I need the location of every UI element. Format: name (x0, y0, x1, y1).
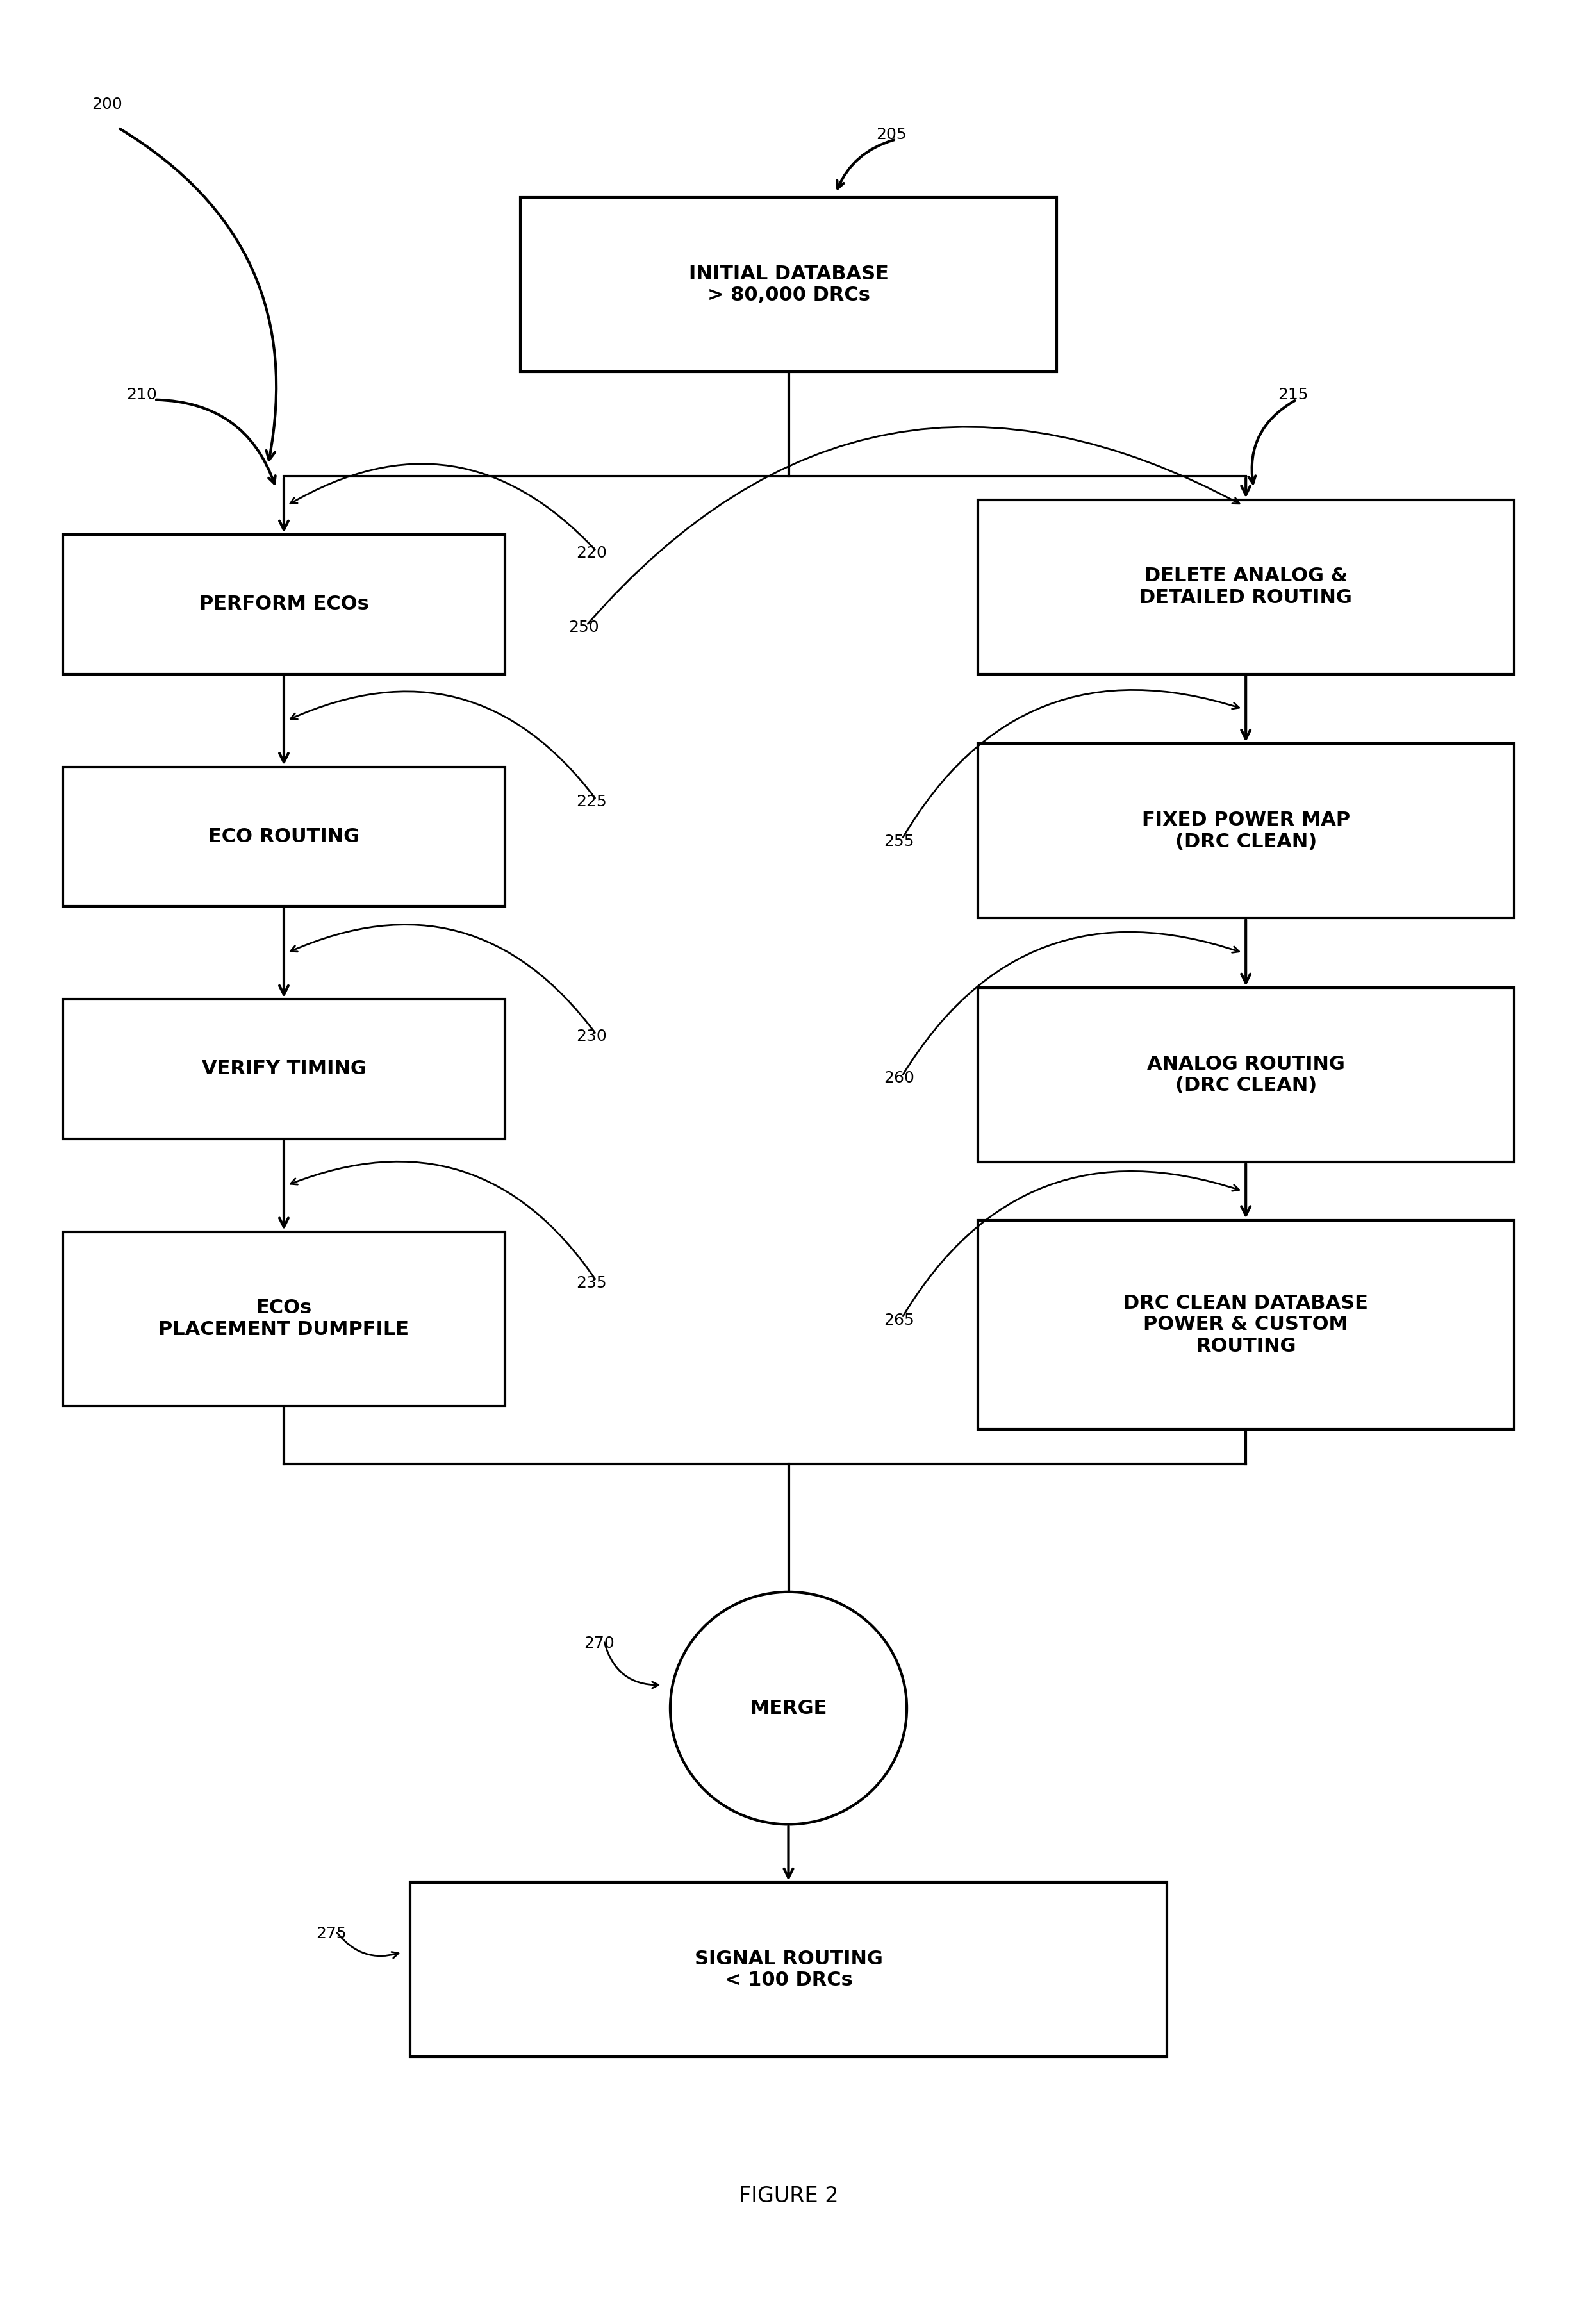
FancyBboxPatch shape (63, 999, 505, 1139)
Text: 250: 250 (568, 621, 599, 634)
Text: 210: 210 (126, 388, 158, 402)
Text: DELETE ANALOG &
DETAILED ROUTING: DELETE ANALOG & DETAILED ROUTING (1140, 567, 1351, 607)
FancyBboxPatch shape (978, 1220, 1514, 1429)
FancyBboxPatch shape (63, 535, 505, 674)
Ellipse shape (670, 1592, 907, 1824)
FancyBboxPatch shape (978, 988, 1514, 1162)
Text: DRC CLEAN DATABASE
POWER & CUSTOM
ROUTING: DRC CLEAN DATABASE POWER & CUSTOM ROUTIN… (1123, 1294, 1369, 1355)
Text: 275: 275 (315, 1927, 347, 1941)
Text: FIGURE 2: FIGURE 2 (738, 2185, 839, 2208)
Text: ANALOG ROUTING
(DRC CLEAN): ANALOG ROUTING (DRC CLEAN) (1146, 1055, 1345, 1095)
Text: PERFORM ECOs: PERFORM ECOs (199, 595, 369, 614)
Text: 230: 230 (576, 1030, 607, 1043)
Text: VERIFY TIMING: VERIFY TIMING (202, 1060, 366, 1078)
FancyBboxPatch shape (63, 767, 505, 906)
Text: ECOs
PLACEMENT DUMPFILE: ECOs PLACEMENT DUMPFILE (159, 1299, 408, 1339)
Text: 200: 200 (91, 98, 123, 112)
FancyBboxPatch shape (978, 744, 1514, 918)
FancyBboxPatch shape (978, 500, 1514, 674)
Text: ECO ROUTING: ECO ROUTING (208, 827, 360, 846)
Text: 270: 270 (583, 1636, 615, 1650)
Text: 260: 260 (883, 1071, 915, 1085)
Text: 265: 265 (883, 1313, 915, 1327)
Text: INITIAL DATABASE
> 80,000 DRCs: INITIAL DATABASE > 80,000 DRCs (689, 265, 888, 304)
Text: 220: 220 (576, 546, 607, 560)
Text: 215: 215 (1277, 388, 1309, 402)
Text: FIXED POWER MAP
(DRC CLEAN): FIXED POWER MAP (DRC CLEAN) (1142, 811, 1350, 851)
Text: 235: 235 (576, 1276, 607, 1290)
FancyBboxPatch shape (63, 1232, 505, 1406)
Text: 225: 225 (576, 795, 607, 809)
Text: 255: 255 (883, 834, 915, 848)
Text: MERGE: MERGE (751, 1699, 826, 1717)
FancyBboxPatch shape (410, 1882, 1167, 2057)
FancyBboxPatch shape (520, 198, 1057, 372)
Text: 205: 205 (875, 128, 907, 142)
Text: SIGNAL ROUTING
< 100 DRCs: SIGNAL ROUTING < 100 DRCs (694, 1950, 883, 1989)
